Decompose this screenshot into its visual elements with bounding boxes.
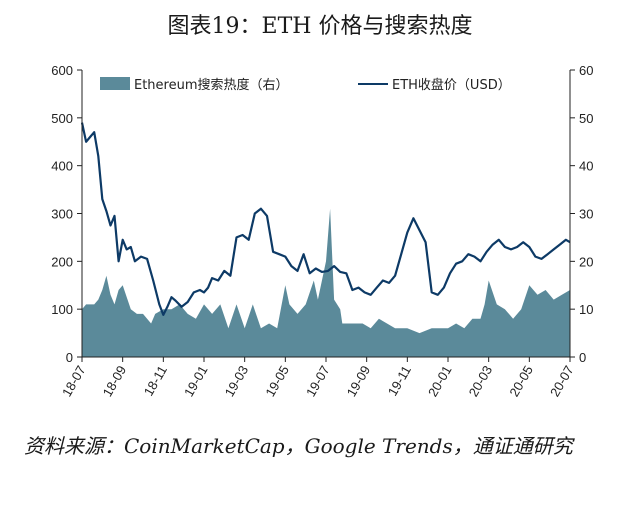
y-left-tick-label: 500 <box>51 111 73 126</box>
source-note: 资料来源：CoinMarketCap，Google Trends，通证通研究 <box>24 434 573 458</box>
x-tick-label: 18-09 <box>100 363 130 399</box>
y-right-tick-label: 20 <box>579 254 593 269</box>
x-tick-label: 18-11 <box>141 363 170 398</box>
legend-label-eth-price: ETH收盘价（USD） <box>392 77 511 93</box>
y-left-tick-label: 300 <box>51 207 73 222</box>
x-tick-label: 19-05 <box>262 363 292 399</box>
series-eth-price-line <box>80 122 571 316</box>
legend-swatch-area <box>100 77 130 90</box>
y-right-tick-label: 0 <box>579 350 586 365</box>
y-right-tick-label: 10 <box>579 302 593 317</box>
x-tick-label: 20-05 <box>506 363 536 399</box>
y-left-tick-label: 200 <box>51 254 73 269</box>
x-tick-label: 20-03 <box>466 363 496 399</box>
y-right-tick-label: 50 <box>579 111 593 126</box>
chart-title: 图表19：ETH 价格与搜索热度 <box>167 14 473 39</box>
y-left-tick-label: 600 <box>51 63 73 78</box>
x-tick-label: 19-01 <box>181 363 211 399</box>
x-tick-label: 18-07 <box>59 363 89 399</box>
x-tick-label: 19-07 <box>303 363 333 399</box>
x-tick-label: 20-07 <box>547 363 577 399</box>
y-right-tick-label: 40 <box>579 159 593 174</box>
legend-label-search-heat: Ethereum搜索热度（右） <box>134 77 289 93</box>
x-tick-label: 20-01 <box>425 363 455 399</box>
x-tick-label: 19-11 <box>385 363 414 398</box>
plot-area <box>80 122 571 357</box>
legend: Ethereum搜索热度（右） ETH收盘价（USD） <box>100 77 511 93</box>
y-left-tick-label: 100 <box>51 302 73 317</box>
y-right-tick-label: 30 <box>579 207 593 222</box>
y-left-tick-label: 400 <box>51 159 73 174</box>
y-right-tick-label: 60 <box>579 63 593 78</box>
x-tick-label: 19-03 <box>222 363 252 399</box>
y-left-tick-label: 0 <box>66 350 73 365</box>
x-tick-label: 19-09 <box>344 363 374 399</box>
series-search-heat-area <box>82 208 570 357</box>
